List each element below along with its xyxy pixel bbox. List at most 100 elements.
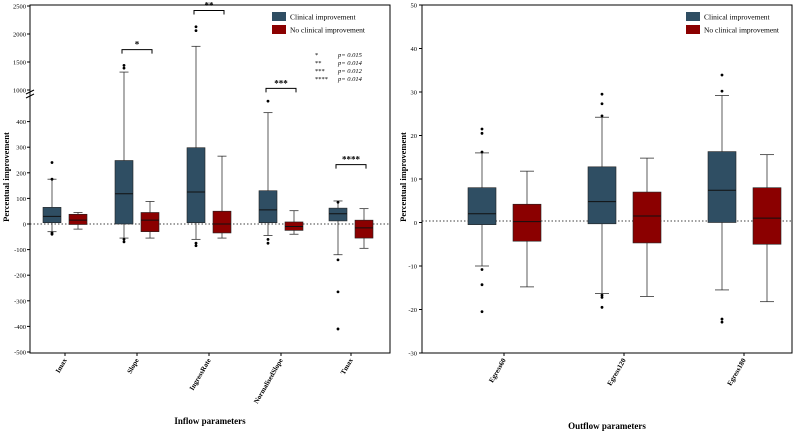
inflow-x-ticks: Imax Slope IngressRate NormalisedSlope Tmax: [54, 353, 355, 405]
significance-bracket: [335, 164, 367, 169]
outlier-point: [480, 283, 484, 287]
box-iqr: [707, 151, 737, 223]
y-tick-label: 2000: [13, 32, 26, 39]
legend-label-no-clinical: No clinical improvement: [290, 26, 366, 35]
inflow-x-axis-label: Inflow parameters: [174, 416, 246, 426]
legend-swatch-clinical: [272, 12, 286, 21]
outlier-point: [480, 268, 484, 271]
y-tick-label: -10: [408, 264, 417, 271]
inflow-panel: -500 -400 -300 -200 -100 0 100 200 300 400 1000 150…: [1, 0, 391, 426]
legend-label-no-clinical: No clinical improvement: [704, 26, 780, 35]
y-tick-label: -20: [408, 307, 417, 314]
y-tick-label: 40: [411, 46, 418, 53]
outlier-point: [720, 317, 724, 321]
pvalue-text: p= 0.014: [337, 76, 363, 83]
y-tick-label: -500: [14, 350, 26, 357]
box-iqr: [114, 160, 134, 225]
outlier-point: [600, 114, 604, 118]
legend-label-clinical: Clinical improvement: [704, 13, 771, 22]
outlier-point: [600, 92, 604, 96]
outflow-legend: Clinical improvement No clinical improve…: [686, 12, 780, 35]
significance-stars: ***: [274, 78, 288, 88]
pvalue-stars: ****: [315, 76, 328, 83]
y-tick-label: 0: [23, 222, 26, 229]
x-tick-label: Egress60: [487, 357, 508, 385]
outlier-point: [336, 327, 340, 331]
box-iqr: [258, 190, 278, 224]
outlier-point: [266, 99, 270, 103]
inflow-y-ticks: -500 -400 -300 -200 -100 0 100 200 300 400 1000 150…: [13, 4, 30, 357]
box-iqr: [212, 210, 232, 234]
box-iqr: [328, 207, 348, 222]
inflow-y-axis-label: Percentual improvement: [1, 132, 11, 222]
box-iqr: [587, 166, 617, 225]
pvalue-text: p= 0.015: [337, 52, 363, 59]
y-tick-label: 2500: [13, 4, 26, 11]
outlier-point: [336, 258, 340, 262]
outlier-point: [600, 102, 604, 106]
outlier-point: [720, 73, 724, 77]
outlier-point: [50, 177, 54, 181]
outflow-y-ticks: -30 -20 -10 0 10 20 30 40 50: [408, 3, 422, 358]
legend-swatch-no-clinical: [272, 25, 286, 34]
outlier-point: [266, 237, 270, 241]
y-tick-label: 50: [411, 3, 418, 10]
inflow-boxes: [42, 25, 374, 331]
pvalue-stars: *: [315, 52, 318, 59]
significance-stars: ****: [342, 155, 361, 165]
y-tick-label: 1500: [13, 60, 26, 67]
outlier-point: [720, 320, 724, 324]
y-tick-label: 100: [16, 196, 26, 203]
outlier-point: [600, 293, 604, 297]
pvalue-text: p= 0.012: [337, 68, 363, 75]
y-tick-label: 200: [16, 170, 26, 177]
inflow-plot-frame: [29, 4, 391, 354]
pvalue-stars: ***: [315, 68, 325, 75]
y-tick-label: -300: [14, 298, 26, 305]
y-tick-label: -200: [14, 273, 26, 280]
significance-bracket: [121, 49, 153, 54]
outlier-point: [194, 244, 198, 248]
y-tick-label: -400: [14, 324, 26, 331]
x-tick-label: Egress120: [606, 357, 628, 388]
outlier-point: [480, 150, 484, 154]
legend-swatch-no-clinical: [686, 25, 700, 34]
significance-bracket: [193, 9, 225, 15]
legend-swatch-clinical: [686, 12, 700, 21]
outlier-point: [194, 29, 198, 33]
y-tick-label: 300: [16, 145, 26, 152]
pvalue-legend: * p= 0.015 ** p= 0.014 *** p= 0.012 ****…: [315, 52, 363, 83]
outlier-point: [194, 25, 198, 29]
outlier-point: [600, 305, 604, 309]
legend-label-clinical: Clinical improvement: [290, 13, 357, 22]
box-iqr: [752, 187, 782, 245]
box-iqr: [467, 187, 497, 225]
outflow-x-axis-label: Outflow parameters: [568, 421, 646, 431]
outlier-point: [50, 232, 54, 236]
outlier-point: [50, 161, 54, 164]
significance-stars: **: [205, 0, 215, 10]
outlier-point: [600, 295, 604, 299]
outlier-point: [122, 237, 126, 241]
box-iqr: [68, 213, 88, 225]
outlier-point: [336, 290, 340, 294]
box-iqr: [512, 203, 542, 242]
outlier-point: [720, 89, 724, 93]
pvalue-text: p= 0.014: [337, 60, 363, 67]
outlier-point: [122, 63, 126, 67]
y-tick-label: 0: [414, 220, 417, 227]
axis-break-mark: [25, 89, 35, 95]
y-tick-label: -100: [14, 247, 26, 254]
x-tick-label: Imax: [54, 357, 69, 375]
significance-bracket: [265, 87, 297, 93]
outlier-point: [480, 131, 484, 135]
significance-stars: *: [135, 40, 140, 50]
outflow-x-ticks: Egress60 Egress120 Egress180: [487, 353, 748, 387]
x-tick-label: IngressRate: [188, 357, 213, 392]
outlier-point: [122, 66, 126, 70]
y-tick-label: 1000: [13, 88, 26, 95]
y-tick-label: -30: [408, 351, 417, 358]
outflow-boxes: [467, 73, 782, 324]
